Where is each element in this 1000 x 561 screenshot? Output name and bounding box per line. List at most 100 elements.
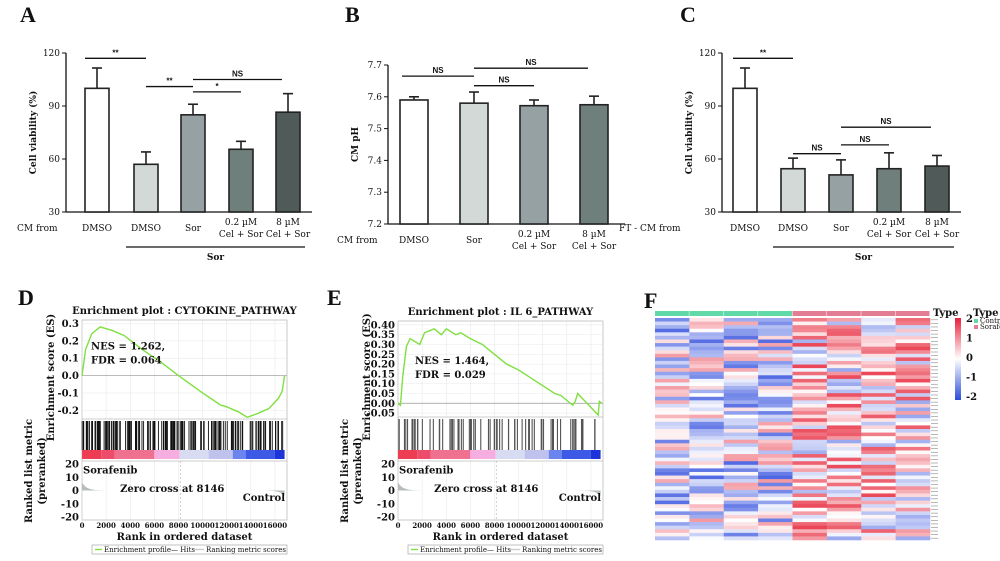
heatmap-cell bbox=[792, 443, 828, 448]
heatmap-cell bbox=[792, 368, 828, 373]
heatmap-cell bbox=[723, 371, 759, 376]
heatmap-cell bbox=[689, 457, 725, 462]
x-tick-label: 10000 bbox=[506, 521, 530, 530]
heatmap-cell bbox=[826, 529, 862, 534]
x-tick-label: 2000 bbox=[412, 521, 432, 530]
x-tick-label: 16000 bbox=[263, 521, 287, 530]
heatmap-cell bbox=[723, 318, 759, 322]
y-tick-label: 0.00 bbox=[371, 399, 395, 410]
heatmap-cell bbox=[723, 525, 759, 530]
heatmap-cell bbox=[723, 400, 759, 405]
heatmap-cell bbox=[689, 321, 725, 326]
heatmap-cell bbox=[689, 411, 725, 415]
heatmap-cell bbox=[655, 457, 690, 462]
heatmap-cell bbox=[792, 529, 828, 534]
heatmap-cell bbox=[723, 436, 759, 441]
heatmap-cell bbox=[689, 500, 725, 505]
category-label: Cel + Sor bbox=[266, 230, 311, 240]
group-label: Sor bbox=[855, 253, 873, 263]
row-label: CM from bbox=[337, 236, 378, 246]
rank-colorbar-segment bbox=[82, 450, 102, 459]
heatmap-cell bbox=[861, 446, 896, 451]
legend-item: Control bbox=[980, 317, 1000, 325]
heatmap-cell bbox=[758, 343, 793, 347]
y-tick-label: -0.2 bbox=[57, 406, 79, 417]
heatmap-cell bbox=[723, 457, 759, 462]
heatmap-cell bbox=[689, 318, 725, 322]
heatmap-cell bbox=[861, 461, 896, 466]
heatmap-cell bbox=[689, 378, 725, 383]
heatmap-cell bbox=[689, 386, 725, 390]
y-tick-label: 0.1 bbox=[62, 354, 79, 365]
heatmap-cell bbox=[723, 432, 759, 437]
heatmap-cell bbox=[792, 471, 828, 476]
heatmap-cell bbox=[758, 318, 793, 322]
heatmap-cell bbox=[792, 475, 828, 480]
plot-title: Enrichment plot : CYTOKINE_PATHWAY bbox=[72, 306, 297, 317]
heatmap-cell bbox=[792, 403, 828, 408]
heatmap-cell bbox=[792, 360, 828, 365]
x-tick-label: 10000 bbox=[190, 521, 214, 530]
heatmap-cell bbox=[792, 500, 828, 505]
metric-axis-label: (preranked) bbox=[353, 437, 364, 504]
y-axis-label: Cell viability (%) bbox=[684, 91, 695, 174]
heatmap-cell bbox=[861, 475, 896, 480]
heatmap-cell bbox=[861, 357, 896, 362]
y-tick-label: 0.05 bbox=[371, 389, 395, 400]
heatmap-cell bbox=[792, 400, 828, 405]
heatmap-cell bbox=[758, 407, 793, 412]
legend-swatch bbox=[974, 325, 978, 329]
heatmap-cell bbox=[758, 396, 793, 401]
heatmap-cell bbox=[792, 518, 828, 523]
heatmap-cell bbox=[895, 421, 931, 426]
significance-label: * bbox=[215, 82, 219, 91]
heatmap-cell bbox=[723, 343, 759, 347]
heatmap-cell bbox=[655, 536, 690, 541]
colorbar-tick-label: -2 bbox=[966, 392, 977, 403]
heatmap-cell bbox=[689, 518, 725, 523]
heatmap-cell bbox=[792, 411, 828, 415]
heatmap-cell bbox=[826, 439, 862, 444]
heatmap-cell bbox=[723, 482, 759, 487]
metric-tick-label: -10 bbox=[61, 499, 79, 510]
category-label: DMSO bbox=[82, 224, 112, 234]
heatmap-cell bbox=[826, 346, 862, 351]
heatmap-cell bbox=[895, 461, 931, 466]
y-axis-label: CM pH bbox=[351, 126, 361, 162]
heatmap-cell bbox=[758, 464, 793, 469]
heatmap-cell bbox=[861, 318, 896, 322]
heatmap-cell bbox=[723, 443, 759, 448]
rank-colorbar-segment bbox=[430, 450, 471, 459]
y-tick-label: 120 bbox=[699, 49, 716, 59]
bar bbox=[579, 103, 609, 225]
heatmap-cell bbox=[689, 461, 725, 466]
heatmap-cell bbox=[758, 400, 793, 405]
heatmap-cell bbox=[861, 386, 896, 390]
heatmap-cell bbox=[826, 511, 862, 516]
heatmap-cell bbox=[861, 364, 896, 369]
heatmap-cell bbox=[895, 454, 931, 458]
heatmap-cell bbox=[826, 479, 862, 484]
heatmap-cell bbox=[792, 418, 828, 423]
heatmap-cell bbox=[655, 514, 690, 519]
heatmap-cell bbox=[723, 360, 759, 365]
heatmap-cell bbox=[895, 525, 931, 530]
heatmap-cell bbox=[895, 471, 931, 476]
heatmap-cell bbox=[758, 382, 793, 387]
heatmap-cell bbox=[826, 414, 862, 419]
metric-axis-label: Ranked list metric bbox=[340, 419, 351, 523]
heatmap-cell bbox=[689, 536, 725, 541]
heatmap-cell bbox=[792, 357, 828, 362]
heatmap-cell bbox=[861, 343, 896, 347]
heatmap-cell bbox=[655, 532, 690, 537]
rank-colorbar-segment bbox=[274, 450, 285, 459]
rank-colorbar-segment bbox=[208, 450, 233, 459]
heatmap-cell bbox=[689, 407, 725, 412]
y-tick-label: 7.4 bbox=[368, 156, 383, 166]
heatmap-cell bbox=[689, 339, 725, 344]
heatmap-cell bbox=[689, 454, 725, 458]
x-tick-label: 16000 bbox=[579, 521, 603, 530]
heatmap-cell bbox=[861, 335, 896, 340]
heatmap-cell bbox=[792, 425, 828, 430]
